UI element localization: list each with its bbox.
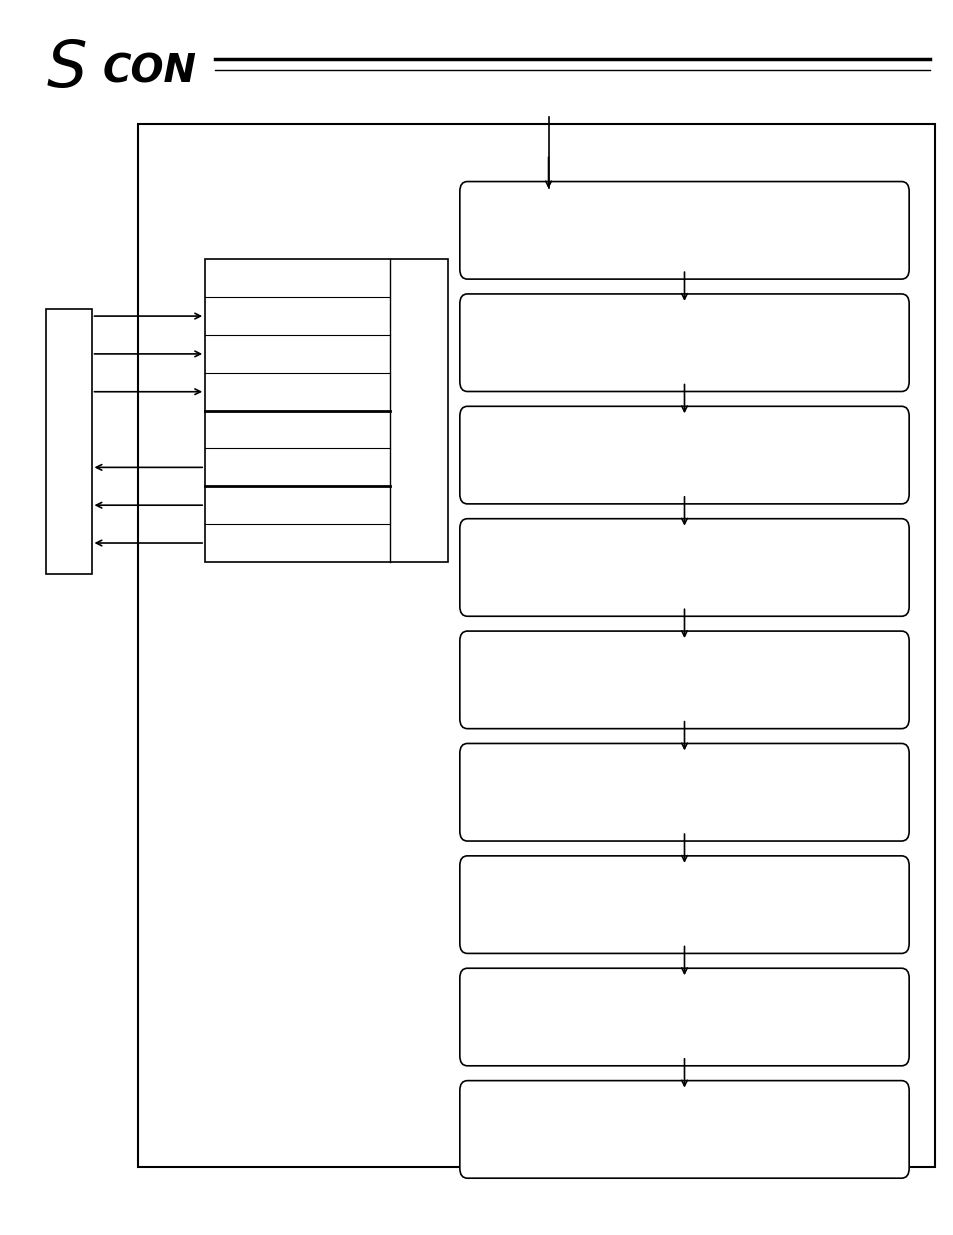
FancyBboxPatch shape [459,294,908,391]
FancyBboxPatch shape [459,631,908,729]
FancyBboxPatch shape [459,406,908,504]
Text: $\mathbf{\mathit{S}}$: $\mathbf{\mathit{S}}$ [46,38,86,100]
FancyBboxPatch shape [459,182,908,279]
Bar [205,259,448,562]
FancyBboxPatch shape [459,968,908,1066]
Bar [138,124,934,1167]
FancyBboxPatch shape [459,856,908,953]
FancyBboxPatch shape [459,519,908,616]
FancyBboxPatch shape [459,1081,908,1178]
Text: CON: CON [103,53,197,90]
FancyBboxPatch shape [459,743,908,841]
Bar [46,309,91,574]
